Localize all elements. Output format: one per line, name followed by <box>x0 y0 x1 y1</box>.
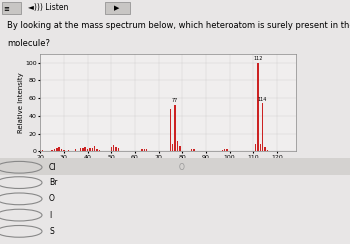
Bar <box>51 150 53 151</box>
Text: By looking at the mass spectrum below, which heteroatom is surely present in the: By looking at the mass spectrum below, w… <box>7 21 350 30</box>
Bar <box>255 144 256 151</box>
Bar <box>172 144 174 151</box>
Text: molecule?: molecule? <box>7 39 50 48</box>
Bar <box>56 148 57 151</box>
X-axis label: m/z: m/z <box>162 161 174 167</box>
Bar <box>146 149 147 151</box>
Bar <box>94 146 95 151</box>
Bar <box>141 149 143 151</box>
Text: O: O <box>49 194 55 203</box>
Bar <box>84 147 86 151</box>
Text: ▶: ▶ <box>114 5 119 11</box>
FancyBboxPatch shape <box>105 1 130 14</box>
Y-axis label: Relative Intensity: Relative Intensity <box>18 72 24 133</box>
Bar <box>0 158 350 175</box>
Bar <box>174 105 176 151</box>
Bar <box>267 150 268 151</box>
Bar <box>224 149 225 151</box>
Text: O: O <box>179 163 185 172</box>
Bar <box>113 145 114 151</box>
Bar <box>226 149 228 151</box>
Bar <box>80 148 81 151</box>
Bar <box>61 149 62 151</box>
Bar <box>144 149 145 151</box>
Text: I: I <box>49 211 51 220</box>
Bar <box>89 148 91 151</box>
Bar <box>96 149 98 151</box>
Bar <box>40 150 41 151</box>
Bar <box>82 148 84 151</box>
Bar <box>260 144 261 151</box>
Bar <box>179 146 181 151</box>
Text: ≡: ≡ <box>3 5 9 11</box>
Bar <box>257 62 259 151</box>
FancyBboxPatch shape <box>2 1 21 14</box>
Bar <box>191 149 193 151</box>
Text: 114: 114 <box>258 97 267 102</box>
Bar <box>262 103 263 151</box>
Bar <box>92 148 93 151</box>
Bar <box>177 141 178 151</box>
Text: S: S <box>49 227 54 236</box>
Bar <box>54 149 55 151</box>
Bar <box>63 150 65 151</box>
Bar <box>58 147 60 151</box>
Text: 112: 112 <box>253 56 262 61</box>
Text: Br: Br <box>49 178 57 187</box>
Bar <box>87 149 88 151</box>
Bar <box>222 150 223 151</box>
Bar <box>115 147 117 151</box>
Bar <box>264 147 266 151</box>
Bar <box>193 149 195 151</box>
Text: ◄))) Listen: ◄))) Listen <box>28 3 68 12</box>
Bar <box>68 150 69 151</box>
Text: Cl: Cl <box>49 163 56 172</box>
Bar <box>170 109 171 151</box>
Bar <box>118 148 119 151</box>
Bar <box>75 149 76 151</box>
Bar <box>111 147 112 151</box>
Bar <box>99 150 100 151</box>
Bar <box>42 150 43 151</box>
Text: 77: 77 <box>172 98 178 103</box>
